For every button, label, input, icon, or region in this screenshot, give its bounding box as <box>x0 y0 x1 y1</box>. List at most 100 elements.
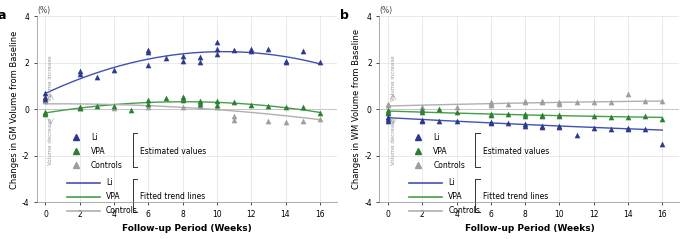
Point <box>143 102 154 105</box>
Point <box>314 60 325 64</box>
Text: Li: Li <box>449 178 455 187</box>
Point <box>92 104 103 108</box>
Text: VPA: VPA <box>449 192 463 201</box>
Text: VPA: VPA <box>106 192 121 201</box>
Point <box>623 92 634 96</box>
Point <box>74 69 85 73</box>
Point <box>280 120 291 124</box>
Point <box>382 110 393 114</box>
Text: Li: Li <box>106 178 112 187</box>
Point <box>40 110 51 114</box>
Point <box>314 117 325 120</box>
Point <box>212 52 223 55</box>
Text: a: a <box>0 9 6 22</box>
Point <box>554 102 565 105</box>
Point <box>588 114 599 118</box>
Point <box>520 123 531 126</box>
Point <box>40 111 51 115</box>
Point <box>195 60 206 64</box>
Point <box>177 98 188 102</box>
Point <box>109 68 120 72</box>
Point <box>177 105 188 109</box>
Text: Volume decrease: Volume decrease <box>48 117 53 165</box>
Point <box>263 119 274 123</box>
Point <box>74 105 85 109</box>
Text: Estimated values: Estimated values <box>140 147 207 156</box>
Text: Volume increase: Volume increase <box>390 55 396 101</box>
Point <box>503 121 514 125</box>
Point <box>503 112 514 116</box>
Point <box>416 109 427 112</box>
Point <box>74 106 85 110</box>
Point <box>520 100 531 104</box>
Point <box>195 102 206 105</box>
Point <box>143 105 154 109</box>
Point <box>416 105 427 109</box>
Point <box>40 98 51 102</box>
Point <box>451 105 462 109</box>
Point <box>588 126 599 130</box>
Point <box>229 114 240 118</box>
Point <box>297 49 308 53</box>
Point <box>229 118 240 122</box>
X-axis label: Follow-up Period (Weeks): Follow-up Period (Weeks) <box>464 224 595 234</box>
Text: Fitted trend lines: Fitted trend lines <box>483 192 548 201</box>
Point <box>229 48 240 52</box>
Point <box>486 120 497 124</box>
Point <box>537 100 548 104</box>
Text: Controls: Controls <box>106 206 138 215</box>
Point <box>40 96 51 100</box>
Point <box>229 100 240 104</box>
Point <box>640 127 651 131</box>
Point <box>280 105 291 109</box>
Point <box>143 63 154 67</box>
Text: Estimated values: Estimated values <box>483 147 549 156</box>
Point <box>486 102 497 105</box>
Point <box>109 106 120 110</box>
Text: Volume increase: Volume increase <box>48 55 53 101</box>
Point <box>177 95 188 98</box>
Point <box>520 112 531 116</box>
Point <box>623 115 634 119</box>
Point <box>280 59 291 62</box>
Point <box>92 75 103 79</box>
Point <box>486 113 497 117</box>
Point <box>109 104 120 108</box>
Text: (%): (%) <box>37 5 50 15</box>
Text: Fitted trend lines: Fitted trend lines <box>140 192 206 201</box>
Y-axis label: Changes in WM Volume from Baseline: Changes in WM Volume from Baseline <box>352 29 362 189</box>
Point <box>382 109 393 112</box>
Point <box>177 54 188 58</box>
Point <box>40 97 51 101</box>
Point <box>195 99 206 103</box>
Point <box>263 104 274 108</box>
Point <box>382 115 393 119</box>
Point <box>212 105 223 109</box>
Point <box>537 113 548 117</box>
Point <box>554 113 565 117</box>
Point <box>554 114 565 118</box>
X-axis label: Follow-up Period (Weeks): Follow-up Period (Weeks) <box>122 224 252 234</box>
Point <box>246 103 257 107</box>
Point <box>160 96 171 100</box>
Point <box>280 60 291 64</box>
Point <box>143 50 154 54</box>
Point <box>416 110 427 114</box>
Point <box>537 125 548 129</box>
Point <box>177 96 188 100</box>
Point <box>451 119 462 123</box>
Point <box>640 99 651 103</box>
Point <box>520 124 531 127</box>
Point <box>554 100 565 104</box>
Point <box>657 142 668 146</box>
Point <box>314 111 325 115</box>
Point <box>195 100 206 104</box>
Point <box>640 114 651 118</box>
Point <box>195 104 206 108</box>
Y-axis label: Changes in GM Volume from Baseline: Changes in GM Volume from Baseline <box>10 30 19 189</box>
Text: Li: Li <box>434 133 440 142</box>
Text: VPA: VPA <box>434 147 448 156</box>
Text: Volume decrease: Volume decrease <box>390 117 396 165</box>
Point <box>571 100 582 104</box>
Point <box>416 118 427 122</box>
